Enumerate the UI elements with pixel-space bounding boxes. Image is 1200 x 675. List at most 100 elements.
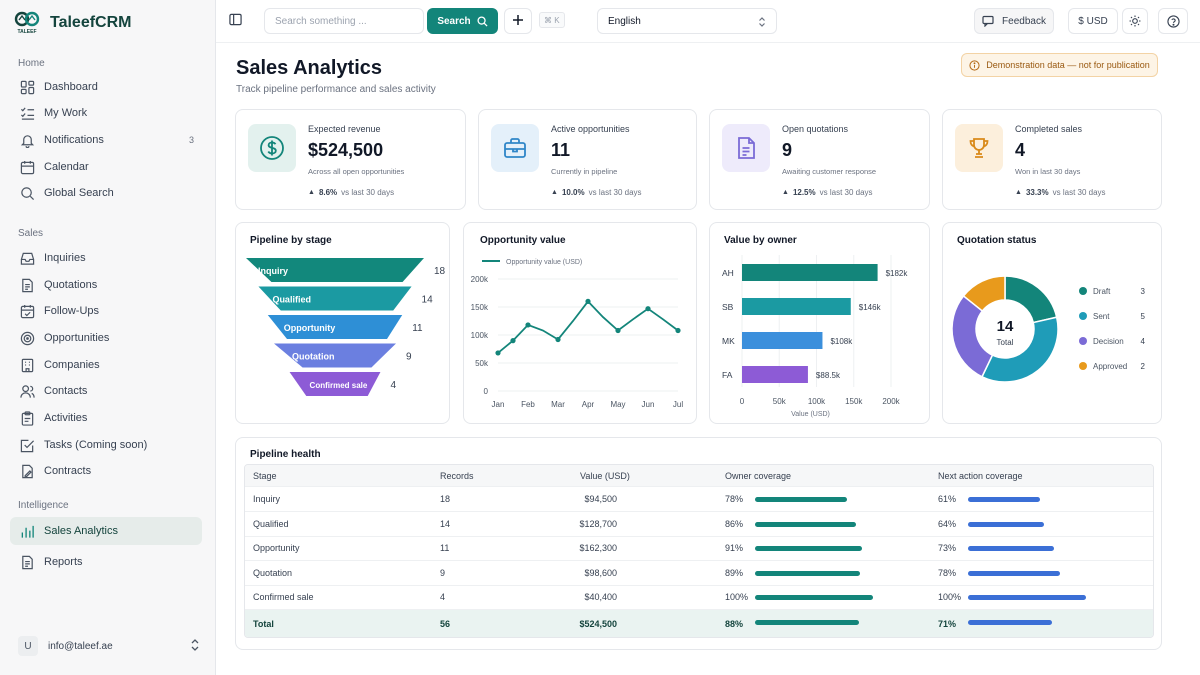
data-point: [525, 322, 531, 328]
bar-value-label: $108k: [830, 337, 853, 346]
legend-label: Decision: [1093, 337, 1124, 346]
sidebar-item-label: Activities: [44, 412, 88, 424]
sidebar-item-reports[interactable]: Reports: [10, 549, 202, 575]
table-row: Opportunity 11 $162,300 91% 73%: [245, 536, 1153, 562]
sidebar-item-activities[interactable]: Activities: [10, 405, 202, 431]
table-cell: Inquiry: [253, 494, 281, 504]
currency-button[interactable]: $ USD: [1068, 8, 1118, 34]
x-axis-label: Value (USD): [791, 411, 830, 418]
task-check-icon: [18, 436, 36, 454]
theme-toggle-button[interactable]: [1122, 8, 1148, 34]
sidebar-item-sales-analytics[interactable]: Sales Analytics: [10, 517, 202, 545]
help-button[interactable]: [1158, 8, 1188, 34]
brand-logo-icon: TALEEF: [14, 10, 40, 36]
stat-card-completed-sales: Completed sales 4 Won in last 30 days ▲ 3…: [942, 109, 1162, 210]
funnel-segment: [267, 315, 403, 339]
sun-icon: [1129, 15, 1141, 27]
table-cell: 73%: [938, 543, 957, 554]
search-input[interactable]: [264, 8, 424, 34]
funnel-segment: [246, 258, 424, 282]
sidebar-item-notifications[interactable]: Notifications 3: [10, 127, 202, 153]
sidebar-item-contacts[interactable]: Contacts: [10, 378, 202, 404]
sidebar-item-label: Companies: [44, 359, 100, 371]
bell-icon: [18, 131, 36, 149]
funnel-segment: [274, 343, 396, 368]
report-icon: [18, 553, 36, 571]
legend-label: Draft: [1093, 287, 1111, 296]
brand-name: TaleefCRM: [50, 14, 132, 31]
legend-value: 3: [1141, 287, 1146, 296]
sidebar-item-label: Notifications: [44, 134, 104, 146]
table-total-row: Total 56 $524,500 88% 71%: [245, 610, 1153, 637]
page-subtitle: Track pipeline performance and sales act…: [236, 84, 436, 95]
sidebar-item-calendar[interactable]: Calendar: [10, 154, 202, 180]
x-tick-label: 150k: [845, 397, 863, 406]
brand[interactable]: TALEEF TaleefCRM: [14, 10, 132, 36]
table-cell: Opportunity: [253, 543, 300, 554]
file-icon: [722, 124, 770, 172]
table-row: Qualified 14 $128,700 86% 64%: [245, 512, 1153, 537]
donut-center-value: 14: [997, 318, 1014, 335]
y-category-label: MK: [722, 336, 735, 346]
grid-icon: [18, 78, 36, 96]
column-header: Next action coverage: [938, 470, 1023, 481]
search-button[interactable]: Search: [427, 8, 498, 34]
sidebar-item-opportunities[interactable]: Opportunities: [10, 325, 202, 351]
panel-title: Pipeline health: [250, 449, 321, 460]
sidebar-item-tasks[interactable]: Tasks (Coming soon): [10, 432, 202, 458]
sidebar-item-inquiries[interactable]: Inquiries: [10, 245, 202, 271]
sidebar-item-my-work[interactable]: My Work: [10, 100, 202, 126]
funnel-stage-label: Qualified: [272, 295, 311, 305]
demo-data-badge: Demonstration data — not for publication: [961, 53, 1158, 77]
x-tick-label: 0: [740, 397, 745, 406]
table-cell: 4: [440, 592, 446, 603]
add-button[interactable]: [504, 8, 532, 34]
sidebar-item-contracts[interactable]: Contracts: [10, 458, 202, 484]
panel-title: Quotation status: [957, 235, 1037, 246]
y-category-label: SB: [722, 302, 734, 312]
feedback-button[interactable]: Feedback: [974, 8, 1054, 34]
y-tick-label: 200k: [471, 275, 489, 284]
funnel-value-label: 11: [412, 323, 423, 334]
pipeline-by-stage-card: Pipeline by stage Inquiry 18 Qualified 14 Op…: [235, 222, 450, 424]
search-icon: [477, 15, 488, 27]
calendar-icon: [18, 158, 36, 176]
column-header: Owner coverage: [725, 470, 792, 481]
column-header: Records: [440, 470, 474, 481]
column-header: Stage: [253, 470, 277, 481]
building-icon: [18, 356, 36, 374]
funnel-segment: [258, 286, 412, 311]
language-select-value: English: [608, 15, 641, 27]
sidebar-item-companies[interactable]: Companies: [10, 352, 202, 378]
sidebar-item-global-search[interactable]: Global Search: [10, 180, 202, 206]
line-chart: Opportunity value (USD) 0 50k 100k 150k 200k J…: [471, 259, 684, 409]
coverage-bar: [968, 497, 1040, 502]
stat-trend: ▲ 10.0% vs last 30 days: [551, 188, 642, 197]
trophy-icon: [955, 124, 1003, 172]
sidebar-item-label: Reports: [44, 556, 83, 568]
table-cell: $98,600: [584, 567, 617, 578]
topbar: Search ⌘ K English Feedback $ USD: [216, 0, 1200, 43]
table-row: Inquiry 18 $94,500 78% 61%: [245, 487, 1153, 512]
pipeline-health-table: Stage Records Value (USD) Owner coverage Nex…: [244, 464, 1154, 638]
sidebar-item-dashboard[interactable]: Dashboard: [10, 74, 202, 100]
donut-chart: 14 Total Draft 3 Sent 5 Decision 4 Approved 2: [951, 275, 1146, 383]
x-tick-label: Mar: [551, 400, 565, 409]
panel-title: Value by owner: [724, 235, 797, 246]
calendar-check-icon: [18, 302, 36, 320]
table-row: Quotation 9 $98,600 89% 78%: [245, 561, 1153, 586]
funnel-value-label: 14: [422, 295, 434, 306]
language-select[interactable]: English: [597, 8, 777, 34]
sidebar-toggle-button[interactable]: [222, 8, 248, 34]
document-icon: [18, 276, 36, 294]
legend-label: Opportunity value (USD): [506, 259, 582, 266]
trend-up-icon: ▲: [1015, 189, 1022, 196]
dollar-icon: [248, 124, 296, 172]
sidebar-item-quotations[interactable]: Quotations: [10, 272, 202, 298]
table-cell: 78%: [938, 567, 957, 578]
user-menu[interactable]: U info@taleef.ae: [18, 636, 200, 656]
nav-section-intelligence: Intelligence: [18, 500, 69, 511]
data-point: [675, 327, 681, 334]
sidebar-item-follow-ups[interactable]: Follow-Ups: [10, 298, 202, 324]
sidebar-item-label: My Work: [44, 107, 88, 119]
